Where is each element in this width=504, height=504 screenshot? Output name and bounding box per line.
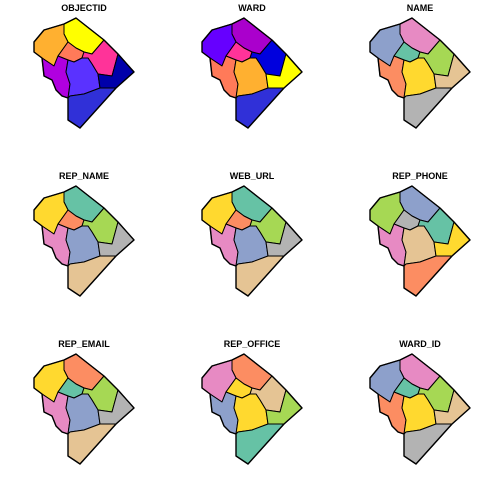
map-panel: REP_EMAIL — [33, 339, 135, 465]
ward-map — [369, 353, 471, 465]
city-boundary — [33, 17, 135, 129]
city-boundary — [369, 353, 471, 465]
panel-title: OBJECTID — [61, 3, 107, 13]
panel-title: REP_NAME — [59, 171, 109, 181]
city-boundary — [201, 185, 303, 297]
map-panel: WARD_ID — [369, 339, 471, 465]
ward-map — [201, 353, 303, 465]
panel-title: WEB_URL — [230, 171, 275, 181]
ward-map — [369, 17, 471, 129]
map-panel: REP_OFFICE — [201, 339, 303, 465]
ward-map — [369, 185, 471, 297]
city-boundary — [369, 17, 471, 129]
panel-title: NAME — [407, 3, 434, 13]
panel-title: REP_EMAIL — [58, 339, 110, 349]
panel-title: WARD — [238, 3, 266, 13]
panel-title: REP_OFFICE — [224, 339, 281, 349]
panel-title: REP_PHONE — [392, 171, 448, 181]
map-panel: REP_NAME — [33, 171, 135, 297]
city-boundary — [201, 353, 303, 465]
map-panel: NAME — [369, 3, 471, 129]
ward-map — [201, 17, 303, 129]
ward-map — [33, 17, 135, 129]
map-panel: WARD — [201, 3, 303, 129]
map-panel: WEB_URL — [201, 171, 303, 297]
city-boundary — [369, 185, 471, 297]
map-panel: REP_PHONE — [369, 171, 471, 297]
ward-map — [33, 185, 135, 297]
city-boundary — [33, 353, 135, 465]
ward-map — [33, 353, 135, 465]
ward-map — [201, 185, 303, 297]
city-boundary — [33, 185, 135, 297]
city-boundary — [201, 17, 303, 129]
panel-title: WARD_ID — [399, 339, 441, 349]
map-panel: OBJECTID — [33, 3, 135, 129]
